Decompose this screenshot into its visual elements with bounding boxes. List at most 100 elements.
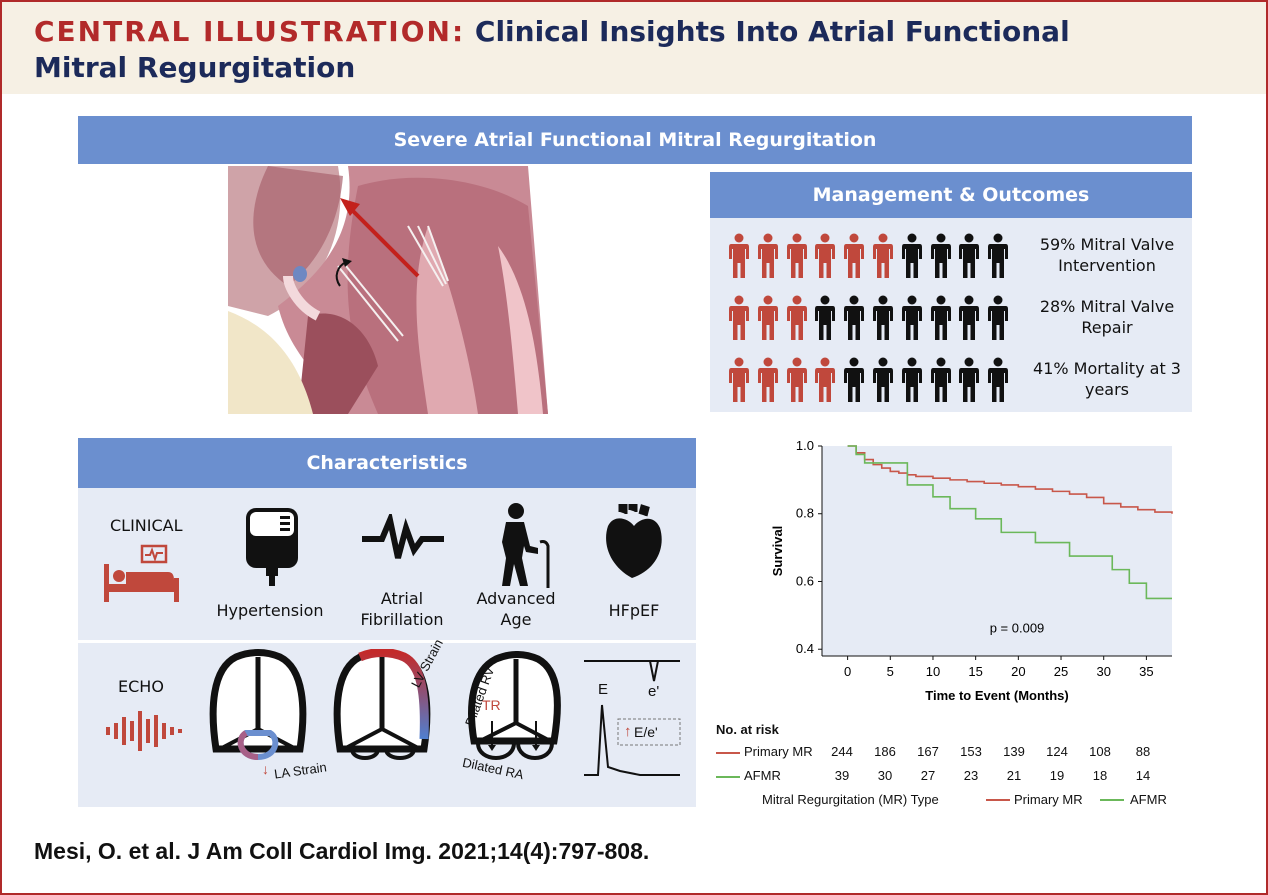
at-risk-count: 21: [1006, 768, 1022, 783]
outcome-label: 59% Mitral Valve Intervention: [1039, 235, 1175, 275]
person-icon: [958, 295, 980, 341]
legend-primary: [986, 799, 1010, 801]
x-tick-label: 10: [926, 664, 940, 679]
person-icon: [786, 233, 808, 279]
la-strain-arrow: ↓: [262, 761, 269, 777]
person-icon: [958, 357, 980, 403]
person-icon: [728, 295, 750, 341]
at-risk-count: 108: [1089, 744, 1111, 759]
at-risk-swatch: [716, 752, 740, 754]
legend-title: Mitral Regurgitation (MR) Type: [762, 792, 939, 807]
x-tick-label: 30: [1096, 664, 1110, 679]
at-risk-count: 18: [1092, 768, 1108, 783]
y-axis-label: Survival: [770, 526, 785, 577]
person-icon: [987, 357, 1009, 403]
hypertension-label: Hypertension: [216, 601, 324, 620]
plot-area: [822, 446, 1172, 656]
km-chart: 1.0 0.8 0.6 0.4 0 5 10 15 20 25 30 35 p = 0.009 Survi…: [762, 438, 1182, 718]
iv-bag-icon: [246, 508, 298, 586]
citation: Mesi, O. et al. J Am Coll Cardiol Img. 2…: [34, 838, 650, 864]
person-icon: [987, 295, 1009, 341]
y-tick-label: 1.0: [796, 438, 814, 453]
lv-strain-diagram: [333, 649, 431, 760]
x-tick-label: 0: [844, 664, 851, 679]
la-strain-diagram: [209, 649, 307, 761]
y-tick-label: 0.6: [796, 573, 814, 588]
outcome-label: 28% Mitral Valve Repair: [1039, 297, 1175, 337]
person-icon: [930, 357, 952, 403]
person-icon: [814, 295, 836, 341]
hospital-bed-icon: [104, 544, 179, 602]
legend-afmr: [1100, 799, 1124, 801]
person-icon: [987, 233, 1009, 279]
at-risk-count: 19: [1049, 768, 1065, 783]
ecg-wave-icon: [362, 514, 444, 559]
x-tick-label: 15: [968, 664, 982, 679]
person-icon: [843, 233, 865, 279]
at-risk-name: Primary MR: [744, 744, 813, 759]
at-risk-title: No. at risk: [716, 722, 779, 737]
hfpef-label: HFpEF: [608, 601, 660, 620]
person-icon: [786, 295, 808, 341]
x-tick-label: 5: [887, 664, 894, 679]
e-prime-label: e': [648, 683, 660, 700]
at-risk-count: 244: [831, 744, 853, 759]
person-icon: [930, 295, 952, 341]
person-icon: [757, 295, 779, 341]
outcome-label: 41% Mortality at 3 years: [1033, 359, 1181, 399]
figure-title: CENTRAL ILLUSTRATION: Clinical Insights …: [34, 14, 1134, 86]
p-value: p = 0.009: [990, 620, 1045, 635]
person-icon: [901, 233, 923, 279]
at-risk-count: 167: [917, 744, 939, 759]
y-tick-label: 0.4: [796, 641, 814, 656]
person-icon: [872, 295, 894, 341]
at-risk-count: 23: [963, 768, 979, 783]
person-icon: [872, 233, 894, 279]
atrial-fibrillation-label: Atrial Fibrillation: [360, 589, 444, 629]
e-ratio-label: E/e': [634, 724, 658, 740]
at-risk-swatch: [716, 776, 740, 778]
at-risk-name: AFMR: [744, 768, 781, 783]
at-risk-count: 27: [920, 768, 936, 783]
characteristics-banner: Characteristics: [78, 438, 696, 488]
x-tick-label: 25: [1054, 664, 1068, 679]
management-panel: 59% Mitral Valve Intervention 28% Mitral …: [710, 218, 1192, 412]
at-risk-count: 88: [1135, 744, 1151, 759]
person-icon: [814, 233, 836, 279]
sound-wave-icon: [106, 711, 182, 751]
e-ratio-arrow: ↑: [624, 723, 632, 740]
person-icon: [757, 233, 779, 279]
heart-icon: [606, 504, 662, 578]
title-lead: CENTRAL ILLUSTRATION:: [34, 15, 466, 48]
clinical-panel: CLINICAL Hypertension Atrial Fibrillatio…: [78, 488, 696, 640]
at-risk-count: 186: [874, 744, 896, 759]
at-risk-count: 153: [960, 744, 982, 759]
person-icon: [958, 233, 980, 279]
km-curve-afmr: [847, 445, 1172, 600]
y-tick-label: 0.8: [796, 506, 814, 521]
x-axis-label: Time to Event (Months): [925, 688, 1068, 703]
tr-label: TR: [482, 697, 501, 713]
clinical-label: CLINICAL: [110, 516, 183, 535]
person-icon: [728, 233, 750, 279]
management-banner: Management & Outcomes: [710, 172, 1192, 218]
top-banner: Severe Atrial Functional Mitral Regurgit…: [78, 116, 1192, 164]
person-icon: [872, 357, 894, 403]
person-icon: [901, 357, 923, 403]
legend-primary-label: Primary MR: [1014, 792, 1083, 807]
person-icon: [843, 295, 865, 341]
outcome-row: [728, 288, 1016, 348]
at-risk-count: 14: [1135, 768, 1151, 783]
person-icon: [814, 357, 836, 403]
echo-label: ECHO: [118, 677, 164, 696]
km-curve-primary-mr: [847, 445, 1173, 514]
at-risk-count: 139: [1003, 744, 1025, 759]
legend-afmr-label: AFMR: [1130, 792, 1167, 807]
person-icon: [930, 233, 952, 279]
x-tick-label: 35: [1139, 664, 1153, 679]
outcome-row: [728, 226, 1016, 286]
title-text: Clinical Insights Into Atrial Functional…: [34, 15, 1070, 84]
advanced-age-label: Advanced Age: [476, 589, 556, 629]
dilated-rv-ra-diagram: [468, 651, 561, 760]
